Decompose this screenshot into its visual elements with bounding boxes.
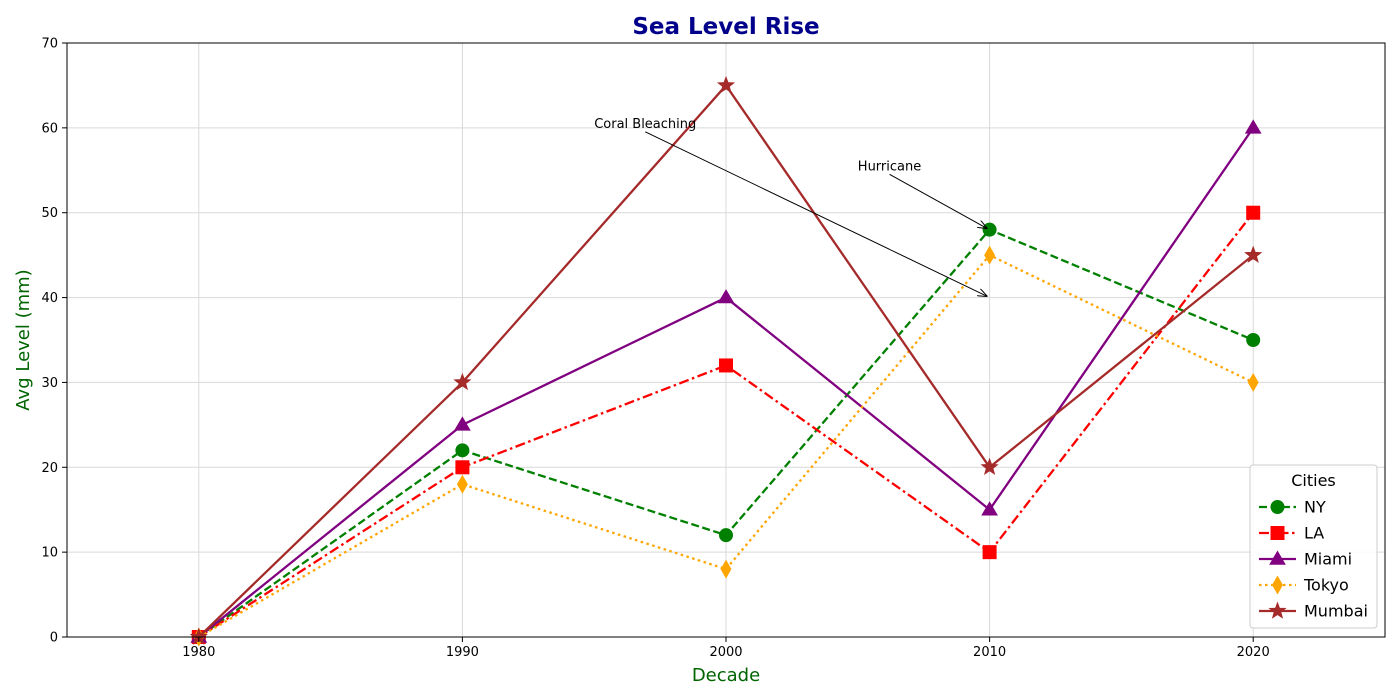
data-point bbox=[455, 460, 470, 475]
y-tick-label: 70 bbox=[41, 37, 58, 52]
legend-label: NY bbox=[1304, 498, 1326, 517]
data-point bbox=[982, 545, 997, 560]
chart-title: Sea Level Rise bbox=[632, 14, 819, 40]
data-point bbox=[720, 559, 732, 579]
y-tick-label: 30 bbox=[41, 376, 58, 391]
annotation-arrow bbox=[645, 131, 986, 296]
y-tick-label: 20 bbox=[41, 461, 58, 476]
data-point bbox=[1244, 119, 1262, 134]
x-tick-label: 2010 bbox=[973, 645, 1006, 660]
x-axis-title: Decade bbox=[692, 665, 760, 686]
annotation-arrow bbox=[889, 173, 987, 228]
legend-marker bbox=[1270, 500, 1285, 514]
data-point bbox=[453, 372, 472, 391]
y-tick-label: 10 bbox=[41, 546, 58, 561]
data-point bbox=[1246, 205, 1261, 220]
y-tick-label: 50 bbox=[41, 206, 58, 221]
data-point bbox=[1244, 245, 1263, 263]
data-point bbox=[984, 245, 996, 265]
legend-label: Mumbai bbox=[1304, 602, 1368, 621]
legend-marker bbox=[1272, 575, 1283, 595]
legend-label: Tokyo bbox=[1303, 576, 1349, 595]
annotation-text: Hurricane bbox=[858, 159, 921, 174]
legend-marker bbox=[1270, 526, 1285, 540]
data-point bbox=[716, 75, 736, 94]
data-point bbox=[981, 501, 998, 516]
x-tick-label: 2000 bbox=[709, 645, 742, 660]
annotation-text: Coral Bleaching bbox=[594, 117, 696, 132]
legend-marker bbox=[1269, 550, 1286, 565]
data-point bbox=[455, 443, 470, 458]
legend-item-mumbai: Mumbai bbox=[1259, 601, 1368, 621]
data-point bbox=[980, 457, 999, 476]
legend-item-miami: Miami bbox=[1259, 550, 1352, 569]
y-tick-label: 60 bbox=[41, 121, 58, 136]
x-tick-label: 1980 bbox=[182, 645, 215, 660]
data-point bbox=[982, 222, 997, 237]
y-axis-title: Avg Level (mm) bbox=[13, 269, 34, 410]
legend: Cities NY LA Miami Tokyo Mumbai bbox=[1249, 464, 1378, 629]
legend-item-ny: NY bbox=[1259, 498, 1326, 517]
legend-label: LA bbox=[1304, 524, 1324, 543]
y-tick-label: 0 bbox=[50, 631, 58, 646]
x-tick-label: 2020 bbox=[1237, 645, 1270, 660]
legend-title: Cities bbox=[1291, 471, 1336, 490]
series-line-la bbox=[198, 212, 1255, 638]
data-point bbox=[719, 528, 733, 543]
data-point bbox=[717, 289, 735, 304]
series-mumbai bbox=[189, 75, 1263, 645]
data-point bbox=[456, 474, 468, 494]
y-tick-label: 40 bbox=[41, 291, 58, 306]
data-point bbox=[454, 416, 471, 431]
data-point bbox=[1247, 372, 1259, 392]
legend-label: Miami bbox=[1304, 550, 1352, 569]
data-point bbox=[1246, 333, 1261, 347]
legend-marker bbox=[1268, 601, 1287, 619]
data-point bbox=[719, 358, 733, 373]
legend-item-la: LA bbox=[1259, 524, 1324, 543]
x-tick-label: 1990 bbox=[446, 645, 479, 660]
legend-item-tokyo: Tokyo bbox=[1259, 576, 1349, 595]
